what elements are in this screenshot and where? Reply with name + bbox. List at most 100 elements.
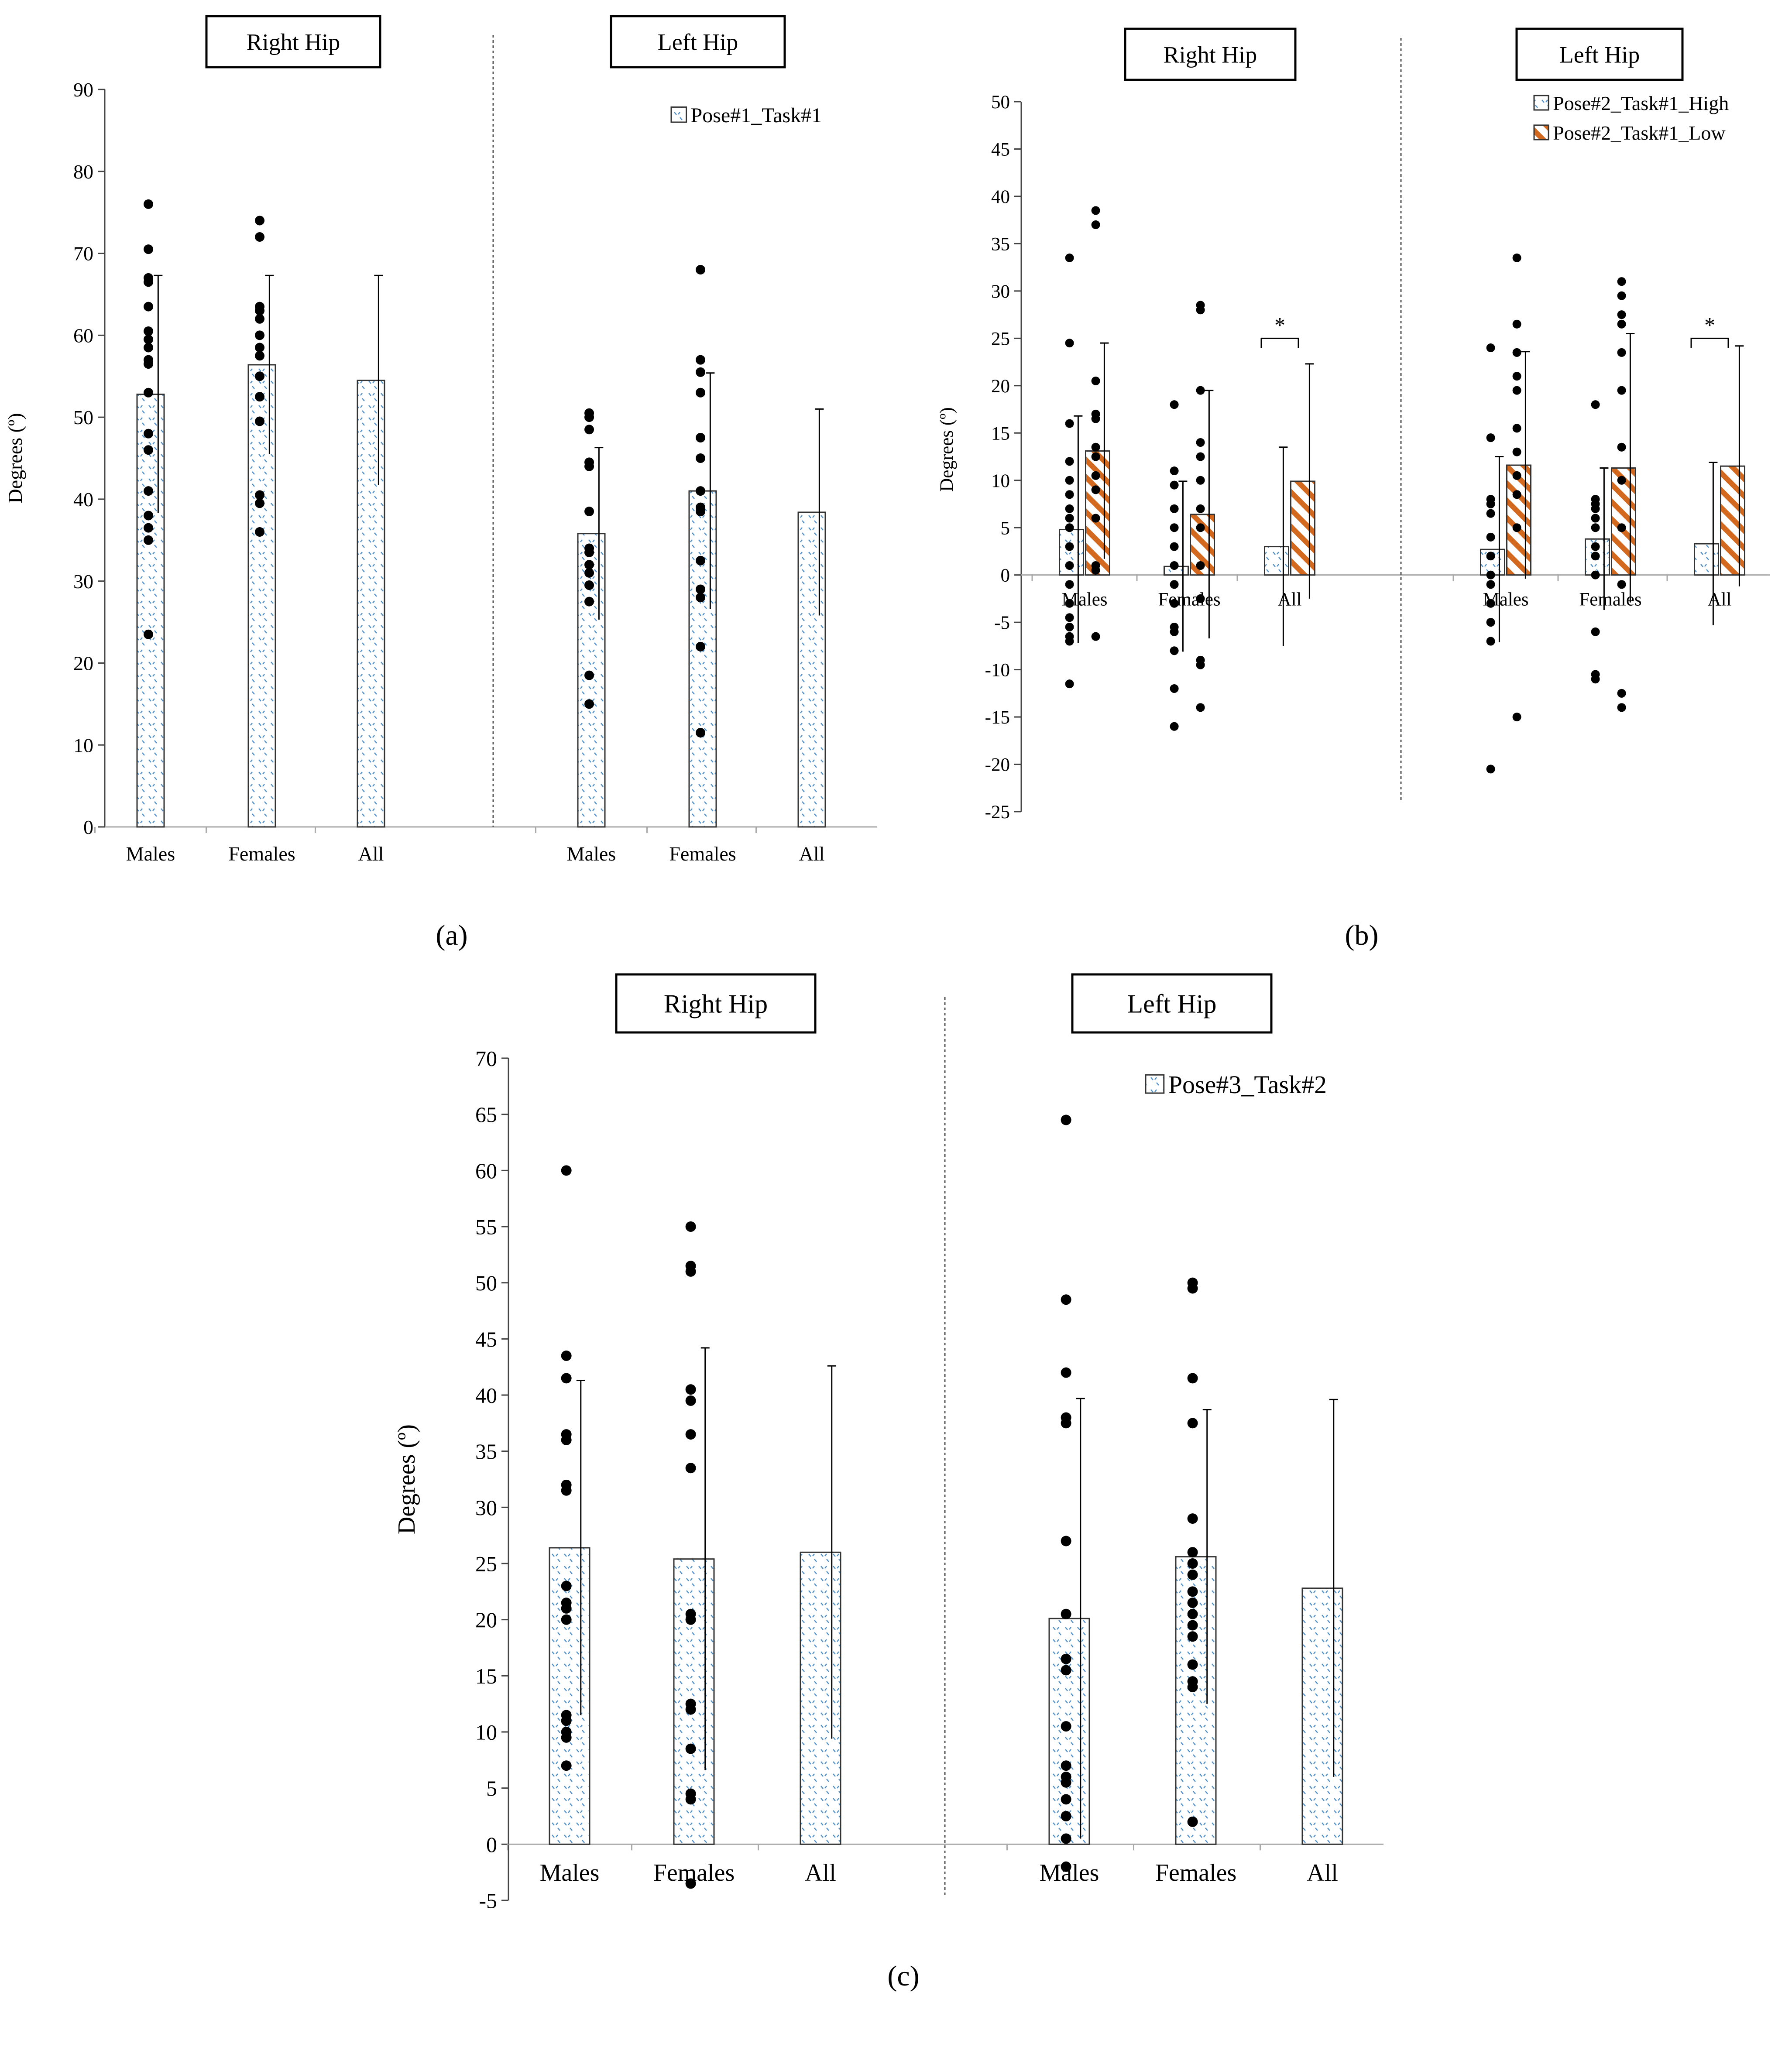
data-point xyxy=(144,387,154,398)
data-point xyxy=(1617,319,1626,329)
x-category-label: All xyxy=(1708,590,1732,610)
data-point xyxy=(584,507,594,517)
y-tick-label: -25 xyxy=(985,802,1010,823)
chart-panel-b: Right Hip Left Hip -25 -20 -15 -10 -5 0 5 10 15 20 2… xyxy=(937,27,1770,823)
significance-bracket xyxy=(1260,337,1299,348)
y-tick-label: 10 xyxy=(475,1720,497,1745)
bar xyxy=(1085,450,1110,576)
data-point xyxy=(584,699,594,709)
data-point xyxy=(1065,599,1074,608)
data-point xyxy=(1065,339,1074,348)
data-point xyxy=(1512,424,1521,433)
data-point xyxy=(1091,220,1100,230)
data-point xyxy=(1196,305,1205,315)
data-point xyxy=(1065,457,1074,466)
data-point xyxy=(1486,433,1495,442)
data-point xyxy=(1512,372,1521,381)
data-point xyxy=(1196,594,1205,603)
data-point xyxy=(1065,542,1074,551)
data-point xyxy=(1187,1631,1198,1642)
data-point xyxy=(685,1704,696,1715)
y-tick-label: 20 xyxy=(991,376,1010,397)
data-point xyxy=(584,425,594,435)
y-tick-label: -10 xyxy=(985,660,1010,681)
group-title: Right Hip xyxy=(1164,41,1257,68)
data-point xyxy=(1170,599,1179,608)
bar xyxy=(797,511,826,828)
legend-label: Pose#3_Task#2 xyxy=(1168,1070,1327,1099)
data-point xyxy=(1591,675,1600,684)
data-point xyxy=(1091,566,1100,575)
data-point xyxy=(144,244,154,254)
data-point xyxy=(696,355,706,365)
data-point xyxy=(1591,523,1600,532)
bar xyxy=(1048,1618,1090,1845)
data-point xyxy=(1187,1373,1198,1384)
data-point xyxy=(255,314,265,324)
bar xyxy=(577,533,606,828)
data-point xyxy=(561,1715,572,1726)
bar xyxy=(1611,467,1636,576)
data-point xyxy=(144,359,154,369)
chart-panel-c: Right Hip Left Hip -5 0 5 10 15 20 25 30 35 40 45 50 5… xyxy=(393,973,1383,1913)
data-point xyxy=(1170,627,1179,636)
data-point xyxy=(1187,1513,1198,1524)
data-point xyxy=(1512,523,1521,532)
y-tick-label: 65 xyxy=(475,1102,497,1127)
y-tick-label: 50 xyxy=(475,1271,497,1295)
data-point xyxy=(685,1614,696,1625)
data-point xyxy=(1512,253,1521,262)
data-point xyxy=(1065,490,1074,499)
data-point xyxy=(1061,1833,1071,1844)
data-point xyxy=(1486,580,1495,589)
panel-label-a: (a) xyxy=(436,919,467,951)
y-tick-label: -5 xyxy=(479,1889,497,1913)
data-point xyxy=(1061,1114,1071,1125)
data-point xyxy=(1486,343,1495,353)
data-point xyxy=(584,568,594,578)
data-point xyxy=(255,490,265,500)
data-point xyxy=(144,535,154,545)
y-tick-label: 25 xyxy=(991,329,1010,349)
data-point xyxy=(696,265,706,275)
data-point xyxy=(1617,442,1626,452)
data-point xyxy=(1187,1816,1198,1827)
data-point xyxy=(1512,348,1521,357)
data-point xyxy=(1061,1861,1071,1872)
data-point xyxy=(561,1165,572,1176)
data-point xyxy=(685,1878,696,1889)
data-point xyxy=(1091,206,1100,215)
legend-label: Pose#2_Task#1_High xyxy=(1553,92,1729,114)
data-point xyxy=(1617,689,1626,698)
data-point xyxy=(1486,599,1495,608)
data-point xyxy=(1170,480,1179,490)
group-title-box xyxy=(610,15,786,69)
data-point xyxy=(1170,646,1179,655)
x-category-label: All xyxy=(358,843,384,865)
significance-marker: * xyxy=(1274,312,1285,337)
data-point xyxy=(1091,414,1100,423)
y-tick-label: 0 xyxy=(1001,566,1010,586)
data-point xyxy=(1187,1569,1198,1580)
data-point xyxy=(1061,1760,1071,1771)
data-point xyxy=(1617,310,1626,319)
data-point xyxy=(1170,400,1179,409)
data-point xyxy=(1486,552,1495,561)
chart-panel-a: Right Hip Left Hip 0 10 20 30 40 50 60 70 80 90 Degr… xyxy=(4,15,877,865)
y-tick-label: 40 xyxy=(475,1383,497,1408)
data-point xyxy=(696,507,706,517)
bar xyxy=(247,364,276,828)
data-point xyxy=(696,593,706,603)
y-tick-label: -20 xyxy=(985,755,1010,775)
bar xyxy=(1720,465,1745,576)
y-axis-label: Degrees (º) xyxy=(393,1424,420,1534)
data-point xyxy=(685,1794,696,1805)
data-point xyxy=(255,392,265,402)
data-point xyxy=(1091,376,1100,385)
data-point xyxy=(1196,523,1205,532)
data-point xyxy=(1170,542,1179,551)
data-point xyxy=(1486,637,1495,646)
data-point xyxy=(1065,253,1074,262)
panel-label-b: (b) xyxy=(1345,919,1379,951)
